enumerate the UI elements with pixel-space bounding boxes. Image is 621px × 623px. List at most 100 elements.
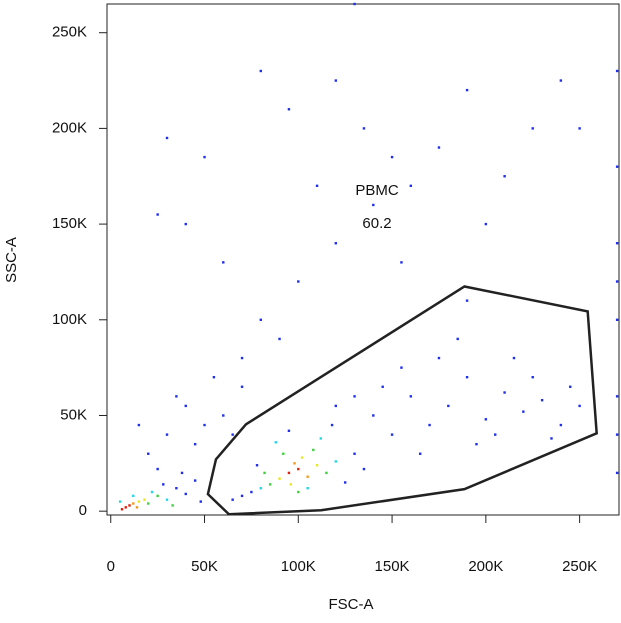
- data-point: [615, 471, 619, 475]
- data-point: [203, 423, 206, 427]
- data-point: [381, 385, 384, 388]
- data-point: [465, 376, 469, 379]
- data-point: [522, 410, 525, 413]
- data-point: [162, 483, 165, 486]
- data-point: [330, 423, 334, 427]
- data-point: [550, 437, 553, 440]
- data-point: [278, 477, 281, 480]
- data-point: [615, 242, 619, 245]
- data-point: [240, 356, 244, 360]
- data-point: [289, 483, 292, 486]
- data-point: [293, 462, 296, 465]
- y-tick-label: 50K: [60, 406, 87, 423]
- data-point: [465, 88, 469, 92]
- data-point: [222, 414, 225, 417]
- data-point: [132, 494, 135, 498]
- data-point: [118, 500, 122, 503]
- data-point: [512, 356, 516, 360]
- data-point: [132, 502, 135, 505]
- data-point: [503, 175, 506, 178]
- gate-name: PBMC: [355, 182, 399, 199]
- data-point: [409, 184, 413, 188]
- data-point: [353, 395, 356, 398]
- data-point: [343, 481, 347, 484]
- data-point: [156, 494, 159, 498]
- data-point: [531, 127, 534, 130]
- data-point: [494, 433, 497, 436]
- data-point: [559, 79, 563, 82]
- x-tick-label: 150K: [375, 558, 410, 575]
- data-point: [259, 318, 262, 321]
- y-tick-label: 250K: [52, 24, 87, 41]
- data-point: [325, 471, 328, 475]
- marks: [118, 2, 619, 516]
- data-point: [135, 506, 139, 509]
- data-point: [184, 492, 187, 496]
- data-point: [306, 475, 309, 478]
- x-tick-label: 100K: [281, 558, 316, 575]
- data-point: [297, 467, 300, 471]
- data-point: [569, 385, 572, 388]
- data-point: [193, 442, 197, 446]
- data-point: [353, 452, 356, 455]
- data-point: [362, 467, 366, 471]
- data-point: [199, 500, 202, 503]
- x-axis-label: FSC-A: [329, 596, 374, 613]
- data-point: [456, 337, 459, 341]
- data-point: [400, 261, 403, 264]
- data-point: [615, 433, 619, 436]
- data-point: [503, 391, 506, 394]
- y-tick-label: 200K: [52, 119, 87, 136]
- data-point: [143, 498, 146, 501]
- data-point: [319, 437, 323, 440]
- data-point: [540, 398, 544, 402]
- data-point: [362, 127, 366, 130]
- data-point: [231, 433, 234, 436]
- y-tick-label: 150K: [52, 215, 87, 232]
- plot-frame: [106, 3, 620, 516]
- data-point: [315, 184, 319, 188]
- data-point: [203, 155, 206, 159]
- x-tick-label: 0: [107, 558, 115, 575]
- data-point: [268, 483, 272, 486]
- data-point: [615, 69, 619, 73]
- data-point: [306, 487, 309, 490]
- data-point: [372, 203, 375, 207]
- data-point: [615, 280, 619, 283]
- data-point: [240, 494, 244, 498]
- data-point: [287, 429, 291, 432]
- data-point: [559, 423, 563, 427]
- data-point: [150, 490, 154, 494]
- y-tick-label: 100K: [52, 311, 87, 328]
- data-point: [165, 433, 169, 436]
- data-point: [531, 376, 534, 379]
- x-tick-label: 200K: [468, 558, 503, 575]
- data-point: [390, 433, 394, 436]
- data-point: [312, 448, 315, 452]
- data-point: [297, 490, 300, 494]
- data-point: [147, 452, 150, 455]
- y-axis-label: SSC-A: [3, 237, 20, 283]
- data-point: [184, 404, 187, 408]
- data-point: [578, 404, 581, 408]
- gate-value: 60.2: [362, 215, 391, 232]
- data-point: [165, 136, 169, 140]
- data-point: [465, 299, 469, 302]
- data-point: [231, 498, 234, 501]
- data-point: [287, 471, 291, 475]
- data-point: [128, 504, 131, 507]
- data-point: [147, 502, 150, 505]
- data-point: [212, 376, 216, 379]
- data-point: [259, 487, 262, 490]
- data-point: [353, 2, 356, 6]
- data-point: [137, 423, 141, 427]
- data-point: [390, 155, 394, 159]
- data-point: [259, 69, 262, 73]
- y-tick-label: 0: [79, 502, 87, 519]
- data-point: [255, 464, 259, 467]
- data-point: [297, 280, 300, 283]
- data-point: [315, 464, 319, 467]
- data-point: [282, 452, 285, 455]
- x-tick-label: 250K: [562, 558, 597, 575]
- data-point: [578, 127, 581, 130]
